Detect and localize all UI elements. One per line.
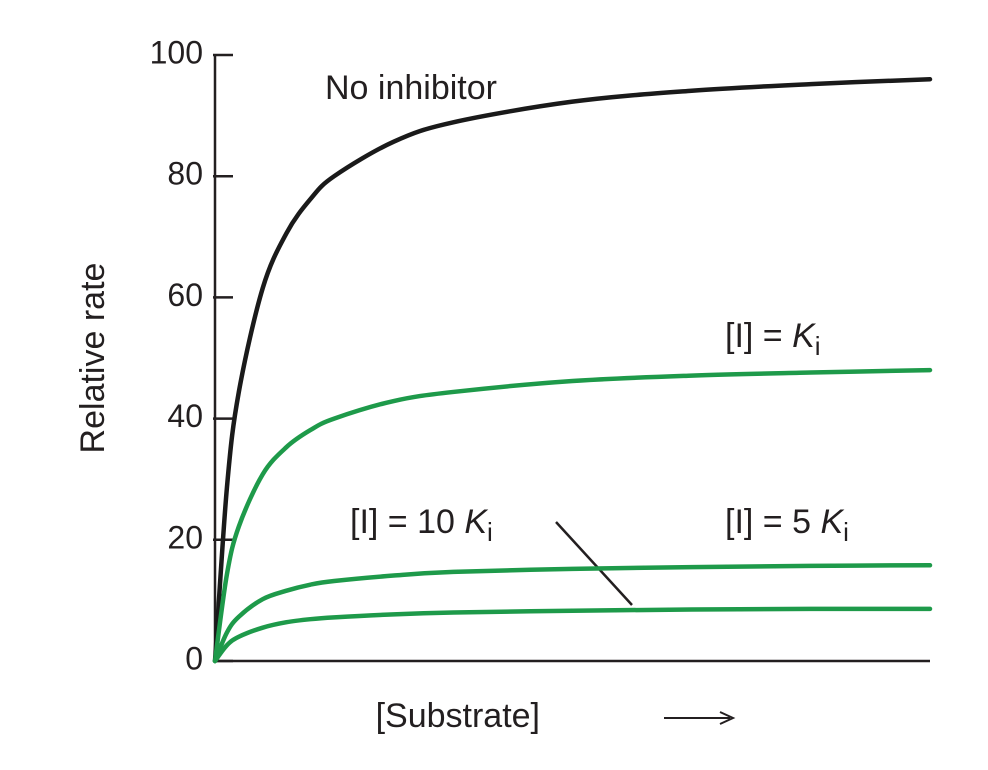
label-text: [I] = 5 [725, 503, 820, 541]
label-subscript: i [487, 517, 493, 547]
y-tick-label: 0 [185, 640, 203, 676]
label-symbol: K [820, 503, 844, 541]
y-tick-label: 100 [150, 34, 203, 70]
curve-label: [I] = 5 Ki [725, 503, 849, 547]
pointer-line [555, 521, 633, 606]
curve-label: [I] = Ki [725, 317, 821, 361]
label-symbol: K [792, 317, 816, 355]
y-tick-label: 60 [167, 277, 203, 313]
curve [212, 367, 933, 664]
curve [212, 606, 933, 664]
y-axis-label: Relative rate [74, 263, 112, 454]
label-text: No inhibitor [325, 69, 497, 107]
curve [212, 76, 933, 664]
curve [212, 563, 933, 664]
y-tick-label: 40 [167, 398, 203, 434]
label-subscript: i [843, 517, 849, 547]
label-symbol: K [464, 503, 488, 541]
label-text: [I] = 10 [350, 503, 464, 541]
y-tick-label: 20 [167, 519, 203, 555]
x-arrow [664, 711, 736, 725]
curve-label: [I] = 10 Ki [350, 503, 493, 547]
curve-label: No inhibitor [325, 69, 497, 107]
label-subscript: i [815, 331, 821, 361]
label-text: [I] = [725, 317, 792, 355]
y-tick-label: 80 [167, 156, 203, 192]
x-axis-label: [Substrate] [376, 697, 540, 735]
